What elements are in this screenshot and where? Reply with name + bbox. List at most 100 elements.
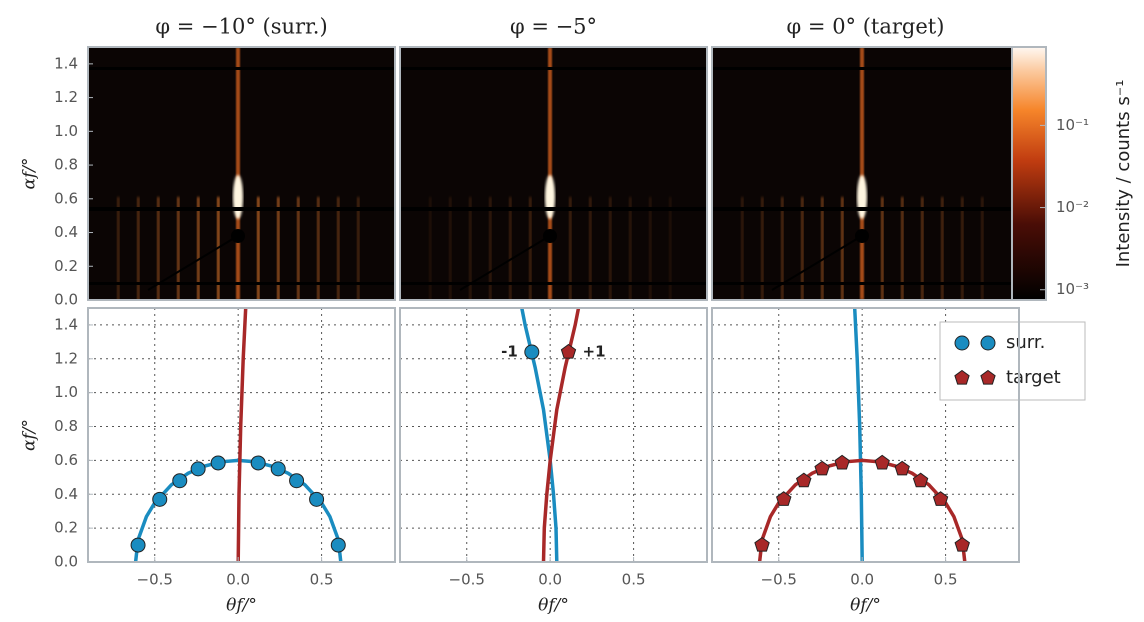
marker bbox=[152, 491, 168, 507]
marker bbox=[172, 473, 188, 489]
annotation: -1 bbox=[501, 343, 518, 361]
marker bbox=[330, 537, 346, 553]
streak bbox=[489, 197, 492, 300]
y-tick-label: 1.4 bbox=[54, 315, 78, 333]
beamstop-arm bbox=[147, 236, 237, 291]
x-axis-label: θf/° bbox=[226, 596, 257, 616]
x-axis-label: θf/° bbox=[850, 596, 881, 616]
streak bbox=[901, 197, 904, 300]
marker bbox=[834, 454, 850, 470]
x-tick-label: 0.0 bbox=[850, 571, 874, 589]
streak bbox=[669, 197, 672, 300]
panel-frame bbox=[711, 307, 1020, 563]
y-tick-label: 0.8 bbox=[54, 156, 78, 174]
x-tick-label: −0.5 bbox=[761, 571, 797, 589]
y-tick-label: 1.2 bbox=[54, 88, 78, 106]
streak bbox=[649, 197, 652, 300]
curve bbox=[541, 308, 581, 562]
marker bbox=[874, 454, 890, 470]
colorbar-tick-label: 10⁻³ bbox=[1056, 280, 1089, 298]
streak bbox=[429, 197, 432, 300]
streak bbox=[609, 197, 612, 300]
x-tick-label: −0.5 bbox=[137, 571, 173, 589]
y-tick-label: 1.4 bbox=[54, 54, 78, 72]
x-axis-label: θf/° bbox=[538, 596, 569, 616]
y-tick-label: 1.0 bbox=[54, 383, 78, 401]
legend-label: target bbox=[1006, 367, 1061, 388]
marker bbox=[289, 473, 305, 489]
heatmap-background bbox=[712, 47, 1019, 300]
y-tick-label: 0.2 bbox=[54, 257, 78, 275]
streak bbox=[761, 197, 764, 300]
streak bbox=[469, 197, 472, 300]
y-tick-label: 0.8 bbox=[54, 417, 78, 435]
colorbar-tick-label: 10⁻² bbox=[1056, 198, 1089, 216]
panel-title: φ = −10° (surr.) bbox=[155, 15, 327, 39]
streak bbox=[449, 197, 452, 300]
plot-area bbox=[400, 47, 707, 300]
y-tick-label: 0.6 bbox=[54, 451, 78, 469]
colorbar-tick-label: 10⁻¹ bbox=[1056, 116, 1089, 134]
x-tick-label: 0.5 bbox=[310, 571, 334, 589]
panel-title: φ = 0° (target) bbox=[787, 15, 945, 39]
y-tick-label: 0.6 bbox=[54, 189, 78, 207]
annotation: +1 bbox=[583, 343, 606, 361]
plot-area bbox=[88, 47, 395, 300]
beamstop-arm bbox=[771, 236, 861, 291]
streak bbox=[509, 197, 512, 300]
streak bbox=[629, 197, 632, 300]
marker bbox=[954, 369, 970, 385]
streak bbox=[297, 197, 300, 300]
marker bbox=[754, 536, 770, 552]
colorbar-label: Intensity / counts s⁻¹ bbox=[1113, 80, 1134, 268]
marker bbox=[954, 536, 970, 552]
streak bbox=[277, 197, 280, 300]
x-tick-label: 0.0 bbox=[226, 571, 250, 589]
curve bbox=[236, 308, 248, 562]
streak bbox=[177, 197, 180, 300]
detector-gap bbox=[400, 207, 707, 211]
marker bbox=[309, 491, 325, 507]
marker bbox=[814, 460, 830, 476]
heatmap-background bbox=[88, 47, 395, 300]
specular-spot bbox=[233, 175, 243, 219]
streak bbox=[337, 197, 340, 300]
detector-gap bbox=[88, 282, 395, 285]
panel-frame bbox=[87, 307, 396, 563]
streak bbox=[257, 197, 260, 300]
detector-gap bbox=[712, 282, 1019, 285]
beamstop-arm bbox=[459, 236, 549, 291]
marker bbox=[210, 455, 226, 471]
x-tick-label: 0.5 bbox=[622, 571, 646, 589]
heatmap-background bbox=[400, 47, 707, 300]
y-tick-label: 1.0 bbox=[54, 122, 78, 140]
streak bbox=[197, 197, 200, 300]
colorbar bbox=[1011, 46, 1047, 301]
marker bbox=[980, 369, 996, 385]
plot-area bbox=[712, 47, 1019, 300]
specular-streak bbox=[236, 47, 240, 300]
streak bbox=[357, 197, 360, 300]
y-tick-label: 0.2 bbox=[54, 519, 78, 537]
streak bbox=[961, 197, 964, 300]
detector-gap bbox=[712, 207, 1019, 211]
x-tick-label: 0.5 bbox=[934, 571, 958, 589]
panel-frame bbox=[87, 46, 396, 301]
streak bbox=[589, 197, 592, 300]
marker bbox=[954, 335, 970, 351]
marker bbox=[932, 491, 949, 506]
streak bbox=[841, 197, 844, 300]
streak bbox=[137, 197, 140, 300]
plot-area bbox=[400, 308, 707, 562]
y-tick-label: 1.2 bbox=[54, 349, 78, 367]
marker bbox=[796, 472, 812, 488]
specular-spot bbox=[857, 175, 867, 219]
x-tick-label: −0.5 bbox=[449, 571, 485, 589]
marker bbox=[560, 343, 577, 359]
streak bbox=[529, 197, 532, 300]
panel-frame bbox=[399, 46, 708, 301]
streak bbox=[217, 197, 220, 300]
streak bbox=[881, 197, 884, 300]
detector-gap bbox=[712, 67, 1019, 70]
